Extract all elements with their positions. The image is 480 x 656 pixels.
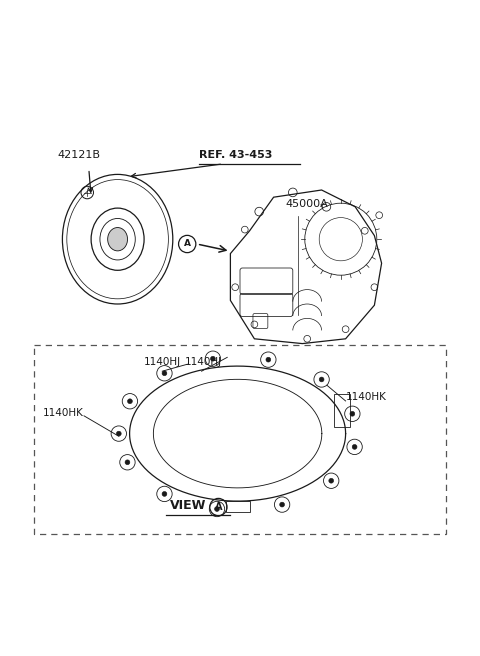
Circle shape — [266, 358, 271, 362]
Circle shape — [352, 445, 357, 449]
Circle shape — [162, 371, 167, 376]
Text: REF. 43-453: REF. 43-453 — [199, 150, 273, 159]
Circle shape — [329, 478, 334, 483]
Circle shape — [125, 460, 130, 464]
Circle shape — [162, 491, 167, 497]
Text: A: A — [215, 502, 222, 512]
Text: 1140HJ: 1140HJ — [144, 358, 181, 367]
Circle shape — [211, 356, 216, 361]
Circle shape — [319, 377, 324, 382]
Circle shape — [350, 411, 355, 416]
Circle shape — [215, 506, 219, 512]
Text: 42121B: 42121B — [58, 150, 101, 159]
Text: VIEW: VIEW — [170, 499, 206, 512]
Ellipse shape — [108, 228, 128, 251]
Circle shape — [116, 431, 121, 436]
Text: 1140HK: 1140HK — [346, 392, 386, 402]
Text: A: A — [184, 239, 191, 249]
Text: 1140HJ: 1140HJ — [185, 358, 222, 367]
Text: 45000A: 45000A — [286, 199, 328, 209]
Text: 1140HK: 1140HK — [43, 408, 84, 418]
Circle shape — [128, 399, 132, 403]
Circle shape — [280, 502, 285, 507]
